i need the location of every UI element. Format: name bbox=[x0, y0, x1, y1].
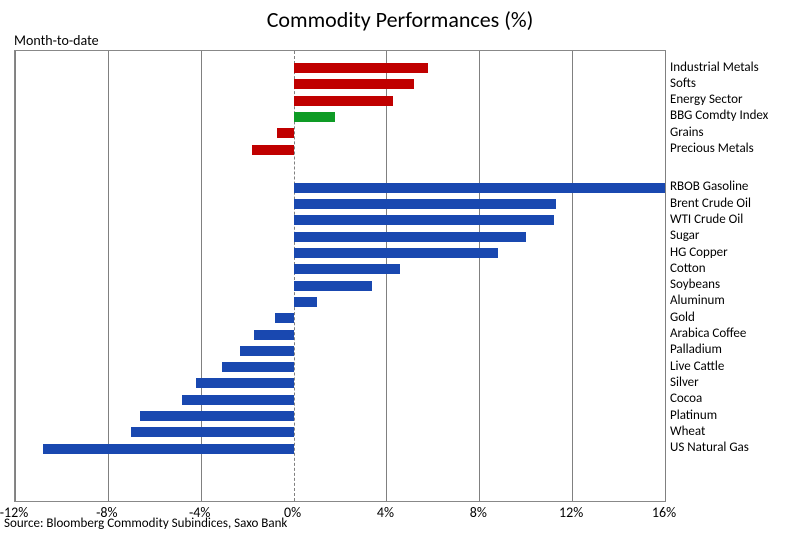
x-tick-label: 0% bbox=[284, 504, 301, 521]
category-label: RBOB Gasoline bbox=[670, 180, 748, 193]
gridline bbox=[479, 51, 480, 501]
bar bbox=[294, 281, 373, 291]
bar bbox=[294, 112, 336, 122]
x-tick-label: -4% bbox=[189, 504, 210, 521]
bar bbox=[182, 395, 293, 405]
bar bbox=[277, 128, 293, 138]
bar bbox=[222, 362, 294, 372]
gridline bbox=[15, 51, 16, 501]
chart-title: Commodity Performances (%) bbox=[0, 6, 800, 33]
category-label: Cocoa bbox=[670, 392, 702, 405]
x-tick-label: -8% bbox=[96, 504, 117, 521]
category-label: Energy Sector bbox=[670, 93, 743, 106]
category-label: BBG Comdty Index bbox=[670, 109, 768, 122]
bar bbox=[254, 330, 293, 340]
gridline bbox=[108, 51, 109, 501]
category-label: Platinum bbox=[670, 409, 717, 422]
category-label: Arabica Coffee bbox=[670, 327, 746, 340]
chart-source: Source: Bloomberg Commodity Subindices, … bbox=[4, 516, 287, 531]
x-tick-label: 12% bbox=[559, 504, 583, 521]
category-label: HG Copper bbox=[670, 246, 728, 259]
category-label: Grains bbox=[670, 126, 704, 139]
bar bbox=[43, 444, 294, 454]
category-label: Wheat bbox=[670, 425, 705, 438]
x-tick-label: -12% bbox=[0, 504, 28, 521]
category-label: Palladium bbox=[670, 343, 722, 356]
bar bbox=[294, 183, 665, 193]
bar bbox=[240, 346, 293, 356]
category-label: Soybeans bbox=[670, 278, 720, 291]
x-tick-label: 8% bbox=[470, 504, 487, 521]
bar bbox=[294, 297, 317, 307]
category-label: US Natural Gas bbox=[670, 441, 749, 454]
bar bbox=[294, 79, 415, 89]
category-label: Aluminum bbox=[670, 294, 725, 307]
bar bbox=[131, 427, 294, 437]
bar bbox=[294, 215, 554, 225]
gridline bbox=[386, 51, 387, 501]
category-label: Sugar bbox=[670, 229, 699, 242]
bar bbox=[294, 264, 401, 274]
category-label: Gold bbox=[670, 311, 695, 324]
category-label: Industrial Metals bbox=[670, 61, 759, 74]
bar bbox=[140, 411, 293, 421]
bar bbox=[275, 313, 294, 323]
category-label: Silver bbox=[670, 376, 699, 389]
bar bbox=[294, 96, 394, 106]
bar bbox=[252, 145, 294, 155]
chart-subtitle: Month-to-date bbox=[14, 32, 99, 49]
bar bbox=[294, 248, 498, 258]
bar bbox=[294, 199, 556, 209]
bar bbox=[294, 63, 429, 73]
gridline bbox=[572, 51, 573, 501]
x-tick-label: 4% bbox=[377, 504, 394, 521]
category-label: Softs bbox=[670, 77, 696, 90]
category-label: Live Cattle bbox=[670, 360, 724, 373]
category-label: Brent Crude Oil bbox=[670, 197, 751, 210]
plot-area bbox=[14, 50, 666, 502]
commodity-chart: Commodity Performances (%) Month-to-date… bbox=[0, 0, 800, 533]
x-tick-label: 16% bbox=[652, 504, 676, 521]
bar bbox=[294, 232, 526, 242]
category-label: WTI Crude Oil bbox=[670, 213, 743, 226]
gridline bbox=[665, 51, 666, 501]
category-label: Precious Metals bbox=[670, 142, 754, 155]
bar bbox=[196, 378, 294, 388]
category-label: Cotton bbox=[670, 262, 706, 275]
